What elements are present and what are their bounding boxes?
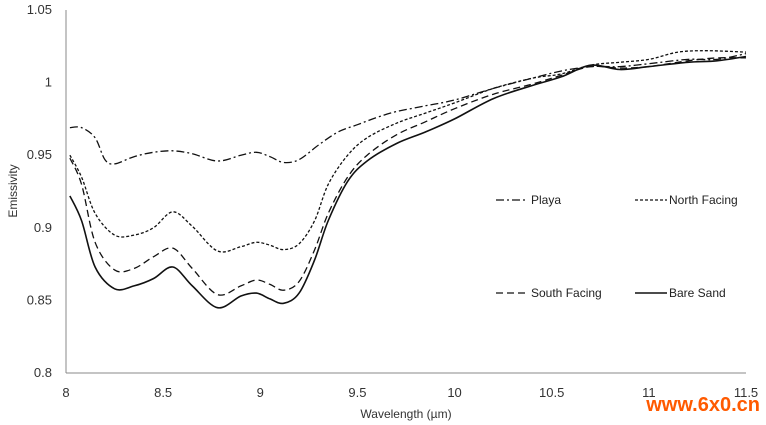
tick-layer: 8 8.5 9 9.5 10 10.5 11 11.5 0.8 0.85 0.9 0.95 1 1.05 <box>27 2 758 400</box>
legend-label-north-facing: North Facing <box>669 193 738 207</box>
series-line-south-facing <box>69 57 747 296</box>
y-axis-title: Emissivity <box>6 164 20 217</box>
x-tick-label: 10.5 <box>539 385 564 400</box>
series-layer <box>69 50 747 309</box>
x-tick-label: 11.5 <box>734 385 758 400</box>
y-tick-label: 0.85 <box>27 292 52 307</box>
y-tick-label: 1.05 <box>27 2 52 17</box>
x-tick-label: 11 <box>642 385 656 400</box>
y-tick-label: 0.9 <box>34 220 52 235</box>
x-tick-label: 9 <box>257 385 264 400</box>
legend-label-south-facing: South Facing <box>531 286 602 300</box>
watermark: www.6x0.cn <box>645 394 760 416</box>
x-axis-title: Wavelength (µm) <box>360 407 451 421</box>
series-line-north-facing <box>69 50 747 253</box>
legend-label-playa: Playa <box>531 193 561 207</box>
y-tick-label: 0.95 <box>27 147 52 162</box>
legend-label-bare-sand: Bare Sand <box>669 286 726 300</box>
y-tick-label: 0.8 <box>34 365 52 380</box>
x-tick-label: 10 <box>447 385 461 400</box>
x-tick-label: 8.5 <box>154 385 172 400</box>
y-tick-label: 1 <box>45 75 52 90</box>
series-line-playa <box>69 52 747 165</box>
series-line-bare-sand <box>69 55 747 309</box>
x-tick-label: 9.5 <box>348 385 366 400</box>
x-tick-label: 8 <box>62 385 69 400</box>
legend: Playa North Facing South Facing Bare San… <box>496 193 738 300</box>
